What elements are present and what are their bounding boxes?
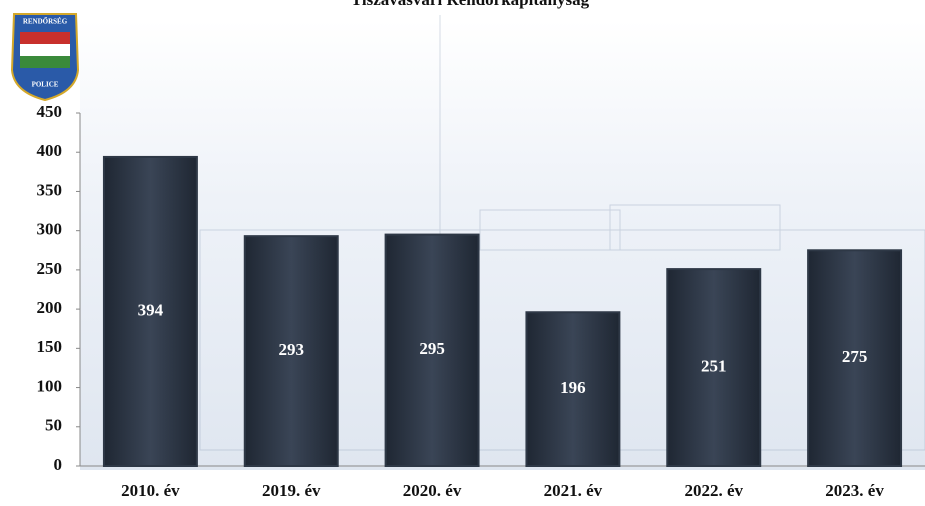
- bar: [102, 155, 198, 467]
- data-label: 275: [842, 347, 868, 366]
- x-tick-label: 2022. év: [684, 481, 743, 500]
- y-tick-label: 300: [37, 220, 63, 239]
- y-tick-label: 450: [37, 102, 63, 121]
- y-tick-label: 100: [37, 376, 63, 395]
- logo: RENDŐRSÉG POLICE: [10, 13, 80, 102]
- bar: [243, 235, 339, 467]
- bar: [807, 249, 903, 467]
- logo-top: RENDŐRSÉG: [23, 18, 68, 26]
- x-tick-label: 2010. év: [121, 481, 180, 500]
- data-label: 251: [701, 356, 727, 375]
- y-tick-label: 200: [37, 298, 63, 317]
- data-label: 196: [560, 378, 586, 397]
- bar: [384, 233, 480, 467]
- x-tick-label: 2021. év: [544, 481, 603, 500]
- x-tick-label: 2019. év: [262, 481, 321, 500]
- logo-bottom: POLICE: [32, 81, 59, 89]
- data-label: 394: [138, 300, 164, 319]
- y-tick-label: 400: [37, 141, 63, 160]
- y-tick-label: 0: [54, 455, 63, 474]
- y-tick-label: 150: [37, 337, 63, 356]
- background: [80, 20, 925, 470]
- bar: [666, 268, 762, 467]
- x-tick-label: 2020. év: [403, 481, 462, 500]
- y-tick-label: 50: [45, 416, 62, 435]
- x-tick-label: 2023. év: [825, 481, 884, 500]
- chart-title: Tiszavasvári Rendőrkapitányság: [351, 0, 590, 9]
- y-tick-label: 350: [37, 180, 63, 199]
- data-label: 295: [419, 339, 445, 358]
- bar: [525, 311, 621, 468]
- y-tick-label: 250: [37, 259, 63, 278]
- data-label: 293: [279, 340, 305, 359]
